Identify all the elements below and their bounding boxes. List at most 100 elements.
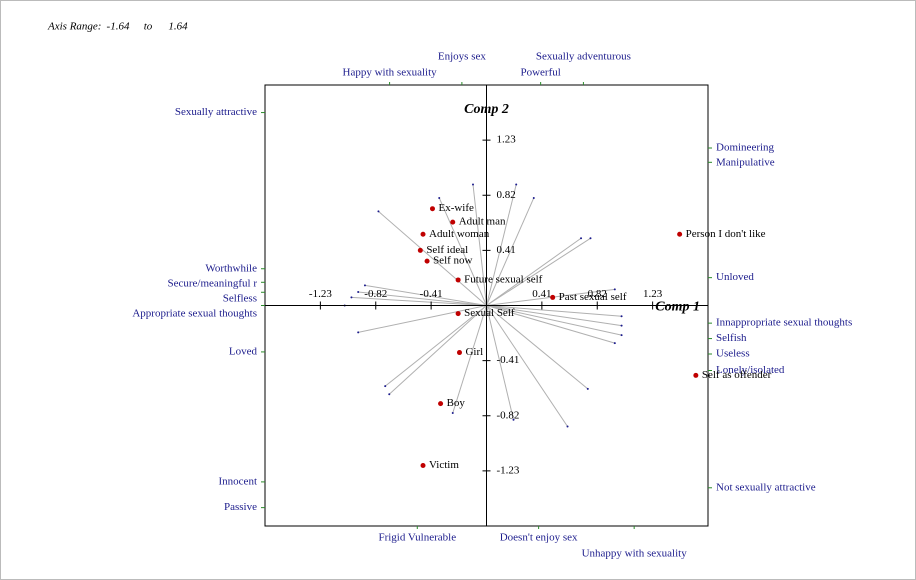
- element-label: Self ideal: [426, 244, 468, 256]
- construct-label: Frigid Vulnerable: [378, 532, 456, 544]
- construct-label: Happy with sexuality: [343, 67, 438, 79]
- element-point: [456, 350, 462, 356]
- y-tick-label: -0.41: [497, 354, 520, 366]
- y-tick-label: 0.82: [497, 189, 516, 201]
- construct-label: Innappropriate sexual thoughts: [716, 317, 852, 329]
- range-max: 1.64: [168, 21, 188, 33]
- construct-label: Passive: [224, 501, 257, 513]
- element-point: [677, 231, 683, 237]
- construct-vector: [486, 305, 622, 317]
- construct-end: [515, 183, 518, 186]
- x-axis-title: Comp 1: [655, 300, 700, 315]
- construct-end: [620, 324, 623, 327]
- x-tick-label: -1.23: [309, 288, 332, 300]
- construct-label: Innocent: [219, 475, 257, 487]
- construct-label: Lonely/isolated: [716, 364, 785, 376]
- construct-label: Not sexually attractive: [716, 481, 816, 493]
- construct-label: Manipulative: [716, 157, 775, 169]
- construct-label: Sexually adventurous: [536, 51, 631, 63]
- y-tick-label: -0.82: [497, 409, 520, 421]
- element-point: [438, 401, 444, 407]
- construct-vector: [472, 184, 487, 306]
- construct-label: Unhappy with sexuality: [582, 548, 688, 560]
- y-tick-label: 1.23: [497, 134, 517, 146]
- x-tick-label: 1.23: [643, 288, 663, 300]
- range-separator: to: [144, 21, 153, 33]
- construct-label: Appropriate sexual thoughts: [132, 307, 257, 319]
- construct-vector: [486, 197, 535, 306]
- construct-label: Loved: [229, 345, 258, 357]
- element-point: [450, 219, 456, 225]
- construct-vector: [378, 211, 487, 306]
- element-label: Self as offender: [702, 369, 772, 381]
- x-tick-label: -0.41: [420, 288, 443, 300]
- construct-vector: [351, 296, 487, 306]
- element-point: [693, 372, 699, 378]
- construct-end: [350, 296, 353, 299]
- construct-label: Powerful: [520, 67, 560, 79]
- construct-end: [363, 284, 366, 287]
- construct-end: [620, 315, 623, 318]
- construct-end: [357, 291, 360, 294]
- x-tick-label: -0.82: [364, 288, 387, 300]
- construct-end: [566, 425, 569, 428]
- construct-end: [357, 331, 360, 334]
- element-label: Self now: [433, 255, 472, 267]
- construct-label: Selfish: [716, 332, 747, 344]
- construct-end: [613, 288, 616, 291]
- construct-end: [586, 387, 589, 390]
- construct-end: [613, 342, 616, 345]
- construct-vector: [486, 305, 568, 427]
- construct-end: [589, 237, 592, 240]
- construct-end: [471, 183, 474, 186]
- element-point: [424, 258, 430, 264]
- construct-end: [388, 393, 391, 396]
- element-label: Person I don't like: [686, 228, 766, 240]
- x-tick-label: 0.82: [588, 288, 607, 300]
- y-tick-label: 0.41: [497, 244, 516, 256]
- construct-end: [384, 385, 387, 388]
- y-tick-label: -1.23: [497, 464, 520, 476]
- construct-vector: [388, 305, 487, 395]
- element-label: Girl: [465, 346, 483, 358]
- construct-end: [512, 418, 515, 421]
- construct-label: Secure/meaningful r: [168, 277, 258, 289]
- construct-label: Sexually attractive: [175, 106, 257, 118]
- y-axis-title: Comp 2: [464, 102, 509, 117]
- construct-label: Useless: [716, 348, 750, 360]
- element-point: [550, 294, 556, 300]
- element-label: Boy: [447, 397, 466, 409]
- element-label: Adult man: [459, 216, 506, 228]
- construct-end: [620, 334, 623, 337]
- construct-vector: [486, 305, 514, 420]
- x-tick-label: 0.41: [532, 288, 551, 300]
- construct-vector: [358, 291, 487, 306]
- range-label: Axis Range:: [47, 21, 101, 33]
- construct-vector: [438, 197, 487, 306]
- construct-vector: [486, 184, 517, 306]
- element-label: Future sexual self: [464, 273, 543, 285]
- element-point: [417, 247, 423, 253]
- construct-vector: [452, 305, 487, 414]
- element-point: [455, 277, 461, 283]
- construct-label: Domineering: [716, 142, 775, 154]
- construct-vector: [486, 305, 615, 344]
- element-label: Victim: [429, 459, 459, 471]
- construct-label: Selfless: [223, 292, 257, 304]
- element-point: [420, 231, 426, 237]
- construct-vector: [486, 305, 622, 336]
- construct-end: [438, 196, 441, 199]
- construct-vector: [486, 237, 591, 306]
- element-point: [420, 462, 426, 468]
- construct-vector: [486, 237, 582, 306]
- construct-vector: [486, 305, 589, 390]
- element-point: [429, 206, 435, 212]
- construct-label: Doesn't enjoy sex: [500, 532, 578, 544]
- element-point: [455, 311, 461, 317]
- construct-vector: [364, 284, 487, 306]
- construct-end: [580, 237, 583, 240]
- construct-vector: [358, 305, 487, 333]
- construct-label: Enjoys sex: [438, 51, 486, 63]
